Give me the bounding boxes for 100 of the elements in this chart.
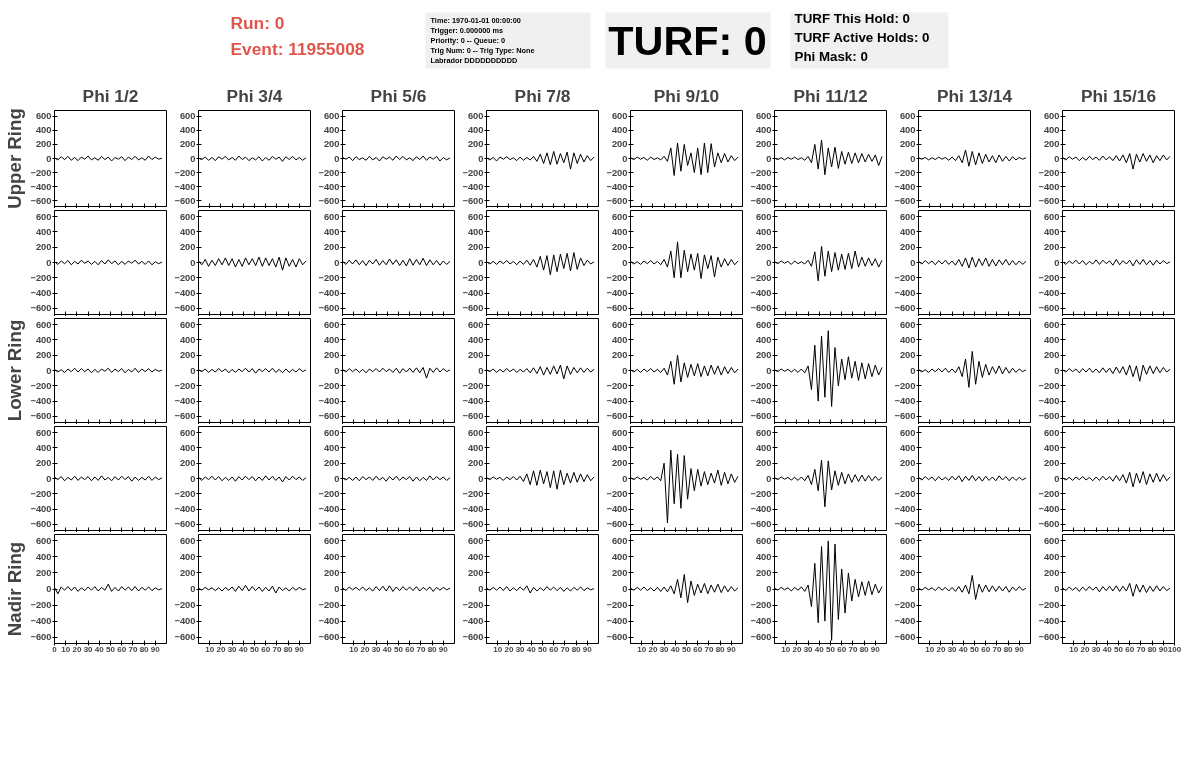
y-tick-label: −200 xyxy=(462,488,484,499)
y-tick-label: −600 xyxy=(606,411,628,422)
y-tick-label: 200 xyxy=(611,458,628,469)
y-tick-label: 400 xyxy=(323,442,340,453)
y-tick-label: 600 xyxy=(755,319,772,330)
y-tick-label: −400 xyxy=(606,181,628,192)
y-tick-label: −400 xyxy=(750,504,772,515)
y-tick-label: 400 xyxy=(755,551,772,562)
y-tick-label: 400 xyxy=(611,125,628,136)
y-tick-label: 600 xyxy=(467,427,484,438)
y-tick-label: 600 xyxy=(467,211,484,222)
y-tick-label: 200 xyxy=(899,139,916,150)
x-tick-label: 40 xyxy=(382,644,393,654)
y-tick-label: −400 xyxy=(1038,288,1060,299)
y-tick-label: 0 xyxy=(46,153,52,164)
y-tick-label: 0 xyxy=(478,257,484,268)
y-tick-label: −200 xyxy=(1038,380,1060,391)
y-tick-label: −600 xyxy=(606,632,628,643)
chart-title: Phi 15/16 xyxy=(1080,85,1157,106)
y-tick-label: −400 xyxy=(750,288,772,299)
y-tick-label: 600 xyxy=(899,111,916,122)
x-tick-label: 60 xyxy=(981,644,991,654)
y-tick-label: 0 xyxy=(766,584,772,594)
y-tick-label: −400 xyxy=(1038,396,1060,407)
y-tick-label: −200 xyxy=(30,272,52,283)
y-tick-label: −200 xyxy=(318,380,340,391)
y-tick-label: −400 xyxy=(318,288,340,299)
y-tick-label: −200 xyxy=(174,272,196,283)
y-tick-label: −200 xyxy=(606,272,628,283)
chart-title: Phi 1/2 xyxy=(82,85,139,106)
y-tick-label: 400 xyxy=(899,442,916,453)
y-tick-label: −200 xyxy=(1038,167,1060,178)
y-tick-label: 200 xyxy=(899,242,916,253)
y-tick-label: −200 xyxy=(606,167,628,178)
y-tick-label: −200 xyxy=(462,600,484,611)
y-tick-label: 0 xyxy=(478,584,484,594)
x-tick-label: 80 xyxy=(139,644,150,654)
y-tick-label: 400 xyxy=(35,442,52,453)
y-tick-label: 400 xyxy=(35,125,52,136)
y-tick-label: −600 xyxy=(30,632,52,643)
chart-title: Phi 9/10 xyxy=(653,85,720,106)
y-tick-label: −200 xyxy=(894,272,916,283)
y-tick-label: −600 xyxy=(894,519,916,530)
y-tick-label: −400 xyxy=(606,616,628,627)
y-tick-label: 200 xyxy=(1043,139,1060,150)
x-tick-label: 70 xyxy=(848,644,858,654)
x-tick-label: 50 xyxy=(106,644,116,654)
y-tick-label: 200 xyxy=(1043,242,1060,253)
y-tick-label: −400 xyxy=(174,181,196,192)
x-tick-label: 50 xyxy=(250,644,260,654)
y-tick-label: −200 xyxy=(174,488,196,499)
x-tick-label: 80 xyxy=(283,644,294,654)
y-tick-label: 200 xyxy=(179,350,196,361)
y-tick-label: 600 xyxy=(755,211,772,222)
y-tick-label: −600 xyxy=(462,195,484,206)
y-tick-label: −600 xyxy=(750,195,772,206)
x-tick-label: 40 xyxy=(958,644,969,654)
y-tick-label: −400 xyxy=(1038,616,1060,627)
y-tick-label: 600 xyxy=(323,535,340,546)
y-tick-label: 200 xyxy=(467,350,484,361)
x-tick-label: 30 xyxy=(659,644,670,654)
y-tick-label: 400 xyxy=(323,125,340,136)
x-tick-label: 50 xyxy=(682,644,692,654)
y-tick-label: 400 xyxy=(1043,551,1060,562)
x-tick-label: 20 xyxy=(936,644,946,654)
y-tick-label: −200 xyxy=(606,380,628,391)
text: TURF: 0 xyxy=(608,17,767,64)
x-tick-label: 70 xyxy=(416,644,426,654)
y-tick-label: 400 xyxy=(1043,125,1060,136)
y-tick-label: 600 xyxy=(35,535,52,546)
y-tick-label: 0 xyxy=(910,257,916,268)
y-tick-label: 400 xyxy=(1043,442,1060,453)
x-tick-label: 10 xyxy=(493,644,503,654)
x-tick-label: 90 xyxy=(1158,644,1169,654)
y-tick-label: 600 xyxy=(467,319,484,330)
y-tick-label: −400 xyxy=(894,504,916,515)
y-tick-label: −600 xyxy=(1038,632,1060,643)
y-tick-label: 400 xyxy=(611,442,628,453)
x-tick-label: 30 xyxy=(515,644,526,654)
y-tick-label: 0 xyxy=(766,153,772,164)
y-axis-title: Nadir Ring xyxy=(4,541,26,637)
y-tick-label: 600 xyxy=(323,427,340,438)
y-tick-label: 0 xyxy=(46,257,52,268)
y-tick-label: 400 xyxy=(179,442,196,453)
y-tick-label: −400 xyxy=(1038,504,1060,515)
y-tick-label: 400 xyxy=(35,551,52,562)
y-tick-label: −200 xyxy=(1038,488,1060,499)
y-tick-label: −400 xyxy=(30,504,52,515)
y-tick-label: 200 xyxy=(323,242,340,253)
y-tick-label: 400 xyxy=(323,226,340,237)
y-tick-label: 0 xyxy=(478,153,484,164)
y-tick-label: 600 xyxy=(323,211,340,222)
y-tick-label: −200 xyxy=(30,488,52,499)
y-tick-label: 0 xyxy=(622,473,628,484)
y-tick-label: 400 xyxy=(35,226,52,237)
y-tick-label: −200 xyxy=(318,488,340,499)
x-tick-label: 70 xyxy=(560,644,570,654)
y-tick-label: −200 xyxy=(318,600,340,611)
y-tick-label: 600 xyxy=(899,319,916,330)
y-tick-label: −200 xyxy=(462,380,484,391)
